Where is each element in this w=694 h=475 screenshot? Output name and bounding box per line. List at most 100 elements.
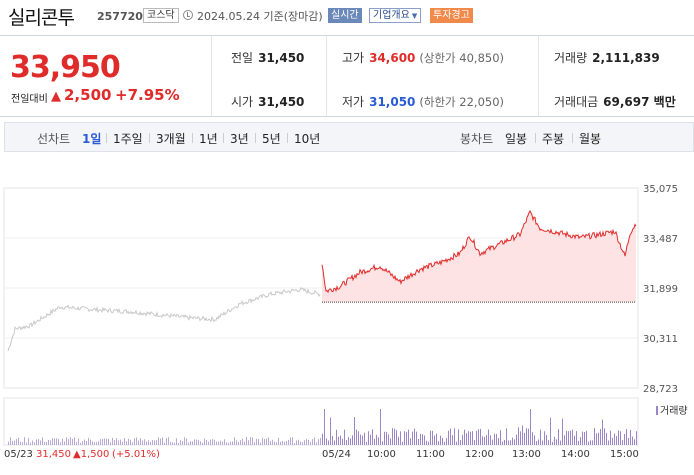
volume-bar bbox=[380, 409, 381, 445]
upper-limit: (상한가 40,850) bbox=[419, 51, 505, 65]
candle-chart-label: 봉차트 bbox=[460, 132, 494, 146]
volume-bar bbox=[254, 442, 255, 445]
volume-bar bbox=[390, 438, 391, 445]
volume-bar bbox=[32, 440, 33, 445]
volume-bar bbox=[630, 429, 631, 445]
realtime-button[interactable]: 실시간 bbox=[328, 8, 362, 23]
volume-bar bbox=[18, 437, 19, 445]
open-label: 시가 bbox=[231, 95, 254, 109]
volume-bar bbox=[92, 441, 93, 445]
volume-bar bbox=[414, 428, 415, 445]
volume-bar bbox=[592, 440, 593, 445]
volume-bar bbox=[122, 441, 123, 445]
time-axis-labels: 05/24 10:00 11:00 12:00 13:00 14:00 15:00 bbox=[322, 449, 639, 460]
company-overview-button[interactable]: 기업개요 ▼ bbox=[369, 8, 422, 23]
volume-bar bbox=[68, 439, 69, 445]
stock-name: 실리콘투 bbox=[8, 7, 75, 29]
volume-bar bbox=[164, 442, 165, 445]
volume-bar bbox=[546, 435, 547, 445]
volume-legend-label: 거래량 bbox=[660, 405, 688, 417]
volume-bar bbox=[370, 434, 371, 445]
high-label: 고가 bbox=[342, 51, 365, 65]
volume-bar bbox=[310, 441, 311, 445]
volume-bar bbox=[482, 436, 483, 445]
candle-weekly-tab[interactable]: 주봉 bbox=[542, 132, 565, 146]
y-tick-label: 33,487 bbox=[643, 234, 678, 245]
volume-bar bbox=[604, 428, 605, 445]
volume-bar bbox=[544, 431, 545, 445]
volume-bar bbox=[288, 439, 289, 445]
volume-bar bbox=[404, 431, 405, 445]
volume-bar bbox=[570, 430, 571, 445]
volume-bar bbox=[438, 441, 439, 445]
volume-bar bbox=[492, 439, 493, 445]
volume-bar bbox=[272, 439, 273, 445]
period-1y-tab[interactable]: 1년 bbox=[199, 132, 218, 146]
volume-bar bbox=[198, 440, 199, 445]
volume-bar bbox=[316, 442, 317, 445]
volume-bar bbox=[348, 437, 349, 445]
volume-bar bbox=[34, 442, 35, 445]
amount-label: 거래대금 bbox=[554, 95, 599, 109]
prev-day-date: 05/23 bbox=[4, 449, 33, 460]
period-5y-tab[interactable]: 5년 bbox=[262, 132, 281, 146]
volume-bar bbox=[126, 441, 127, 445]
volume-bar bbox=[88, 437, 89, 445]
volume-bar bbox=[626, 429, 627, 445]
volume-bar bbox=[90, 439, 91, 445]
volume-bar bbox=[460, 439, 461, 445]
period-1w-tab[interactable]: 1주일 bbox=[113, 132, 143, 146]
volume-bar bbox=[72, 438, 73, 445]
volume-bar bbox=[508, 440, 509, 445]
volume-bar bbox=[538, 439, 539, 445]
volume-bar bbox=[136, 437, 137, 445]
period-1d-tab[interactable]: 1일 bbox=[82, 132, 102, 146]
stock-code: 257720 bbox=[97, 10, 143, 23]
volume-bar bbox=[434, 435, 435, 445]
volume-bar bbox=[96, 442, 97, 445]
volume-bar bbox=[268, 437, 269, 445]
volume-bar bbox=[176, 438, 177, 445]
volume-bar bbox=[260, 442, 261, 445]
volume-bar bbox=[452, 435, 453, 445]
volume-bar bbox=[214, 439, 215, 445]
volume-bar bbox=[520, 431, 521, 445]
volume-bar bbox=[292, 437, 293, 445]
volume-bar bbox=[168, 437, 169, 445]
volume-bar bbox=[84, 439, 85, 445]
candle-monthly-tab[interactable]: 월봉 bbox=[579, 132, 602, 146]
volume-bar bbox=[358, 431, 359, 445]
volume-bar bbox=[584, 431, 585, 445]
chart-period-toolbar: 선차트 1일 1주일 3개월 1년 3년 5년 10년 봉차트 일봉 주봉 월봉 bbox=[4, 122, 694, 152]
period-10y-tab[interactable]: 10년 bbox=[294, 132, 321, 146]
volume-bar bbox=[564, 435, 565, 445]
volume-bar bbox=[142, 440, 143, 445]
divider bbox=[535, 133, 536, 143]
volume-bar bbox=[498, 438, 499, 445]
volume-bar bbox=[494, 433, 495, 445]
volume-bar bbox=[144, 439, 145, 445]
volume-bar bbox=[588, 441, 589, 445]
volume-bar bbox=[184, 437, 185, 445]
candle-daily-tab[interactable]: 일봉 bbox=[505, 132, 528, 146]
volume-bar bbox=[616, 436, 617, 445]
volume-bar bbox=[48, 439, 49, 445]
volume-bar bbox=[114, 439, 115, 445]
volume-bar bbox=[432, 430, 433, 445]
volume-bar bbox=[234, 437, 235, 445]
volume-bar bbox=[332, 435, 333, 445]
volume-bar bbox=[464, 429, 465, 445]
volume-bar bbox=[286, 441, 287, 445]
period-3m-tab[interactable]: 3개월 bbox=[156, 132, 186, 146]
volume-bar bbox=[458, 429, 459, 445]
volume-label: 거래량 bbox=[554, 51, 588, 65]
volume-bar bbox=[488, 429, 489, 445]
volume-bar bbox=[362, 435, 363, 445]
volume-bar bbox=[42, 437, 43, 445]
volume-bar bbox=[368, 431, 369, 445]
amount-stat: 거래대금 69,697 백만 bbox=[554, 93, 676, 110]
period-3y-tab[interactable]: 3년 bbox=[230, 132, 249, 146]
volume-bar bbox=[578, 440, 579, 445]
volume-bar bbox=[402, 441, 403, 445]
volume-bar bbox=[230, 441, 231, 445]
